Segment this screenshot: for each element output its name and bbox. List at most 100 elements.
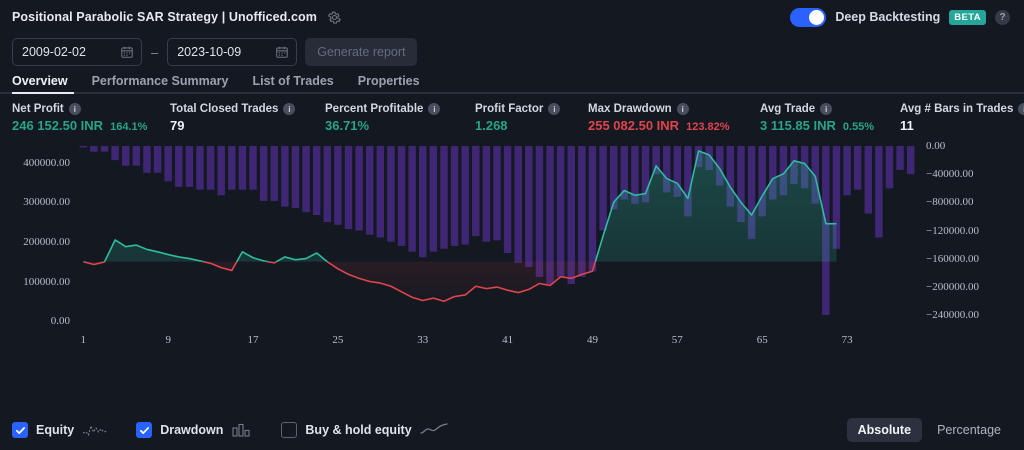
start-date-input[interactable]: 2009-02-02 bbox=[12, 38, 142, 66]
metric-label: Profit Factor bbox=[475, 103, 544, 115]
info-icon[interactable]: i bbox=[548, 103, 561, 115]
drawdown-bar bbox=[376, 146, 385, 238]
info-icon[interactable]: i bbox=[1018, 103, 1024, 115]
equity-sparkline-icon bbox=[83, 424, 108, 437]
drawdown-bar bbox=[122, 146, 130, 166]
date-range-row: 2009-02-02 – 2023-10-09 Generate report bbox=[0, 34, 1024, 66]
tab-properties[interactable]: Properties bbox=[357, 74, 420, 88]
right-axis-tick: −40000.00 bbox=[926, 168, 974, 181]
drawdown-bar bbox=[323, 146, 331, 223]
calendar-icon[interactable] bbox=[120, 45, 134, 59]
x-axis-tick: 57 bbox=[671, 334, 683, 346]
drawdown-bar bbox=[164, 146, 172, 182]
drawdown-bar bbox=[100, 146, 109, 152]
drawdown-bar bbox=[206, 146, 215, 190]
metrics-row: Net Profit i 246 152.50 INR 164.1% Total Clo… bbox=[0, 94, 1024, 133]
scale-percentage-button[interactable]: Percentage bbox=[926, 418, 1012, 442]
end-date-input[interactable]: 2023-10-09 bbox=[167, 38, 298, 66]
chart-svg bbox=[79, 146, 915, 315]
drawdown-bar bbox=[291, 146, 300, 208]
metric-percent: 123.82% bbox=[686, 121, 730, 133]
drawdown-bar bbox=[811, 146, 819, 204]
check-icon bbox=[139, 426, 149, 434]
x-axis-tick: 25 bbox=[332, 334, 344, 346]
equity-checkbox[interactable] bbox=[12, 422, 28, 438]
metric-value: 255 082.50 INR bbox=[588, 118, 680, 133]
deep-backtesting-toggle[interactable] bbox=[790, 7, 827, 27]
drawdown-bar bbox=[196, 146, 204, 190]
x-axis: 1 9 17 25 33 41 49 57 65 73 bbox=[78, 329, 916, 353]
drawdown-bar bbox=[175, 146, 183, 187]
chart-options-bar: Equity Drawdown Buy & hold equity bbox=[0, 410, 1024, 450]
metric-header: Avg Trade i bbox=[760, 103, 900, 115]
drawdown-bar bbox=[79, 146, 88, 148]
info-icon[interactable]: i bbox=[676, 103, 689, 115]
drawdown-bars-icon bbox=[232, 423, 250, 437]
drawdown-bar bbox=[397, 146, 406, 246]
drawdown-bar bbox=[153, 146, 162, 173]
info-icon[interactable]: i bbox=[283, 103, 296, 115]
drawdown-bar bbox=[461, 146, 469, 245]
metric-header: Net Profit i bbox=[12, 103, 170, 115]
metric-net-profit: Net Profit i 246 152.50 INR 164.1% bbox=[12, 103, 170, 133]
metric-value: 36.71% bbox=[325, 118, 370, 133]
help-icon[interactable]: ? bbox=[995, 9, 1010, 25]
buy-hold-equity-checkbox[interactable] bbox=[281, 422, 298, 438]
drawdown-bar bbox=[472, 146, 480, 237]
option-buy-hold-equity[interactable]: Buy & hold equity bbox=[281, 422, 448, 438]
drawdown-bar bbox=[344, 146, 353, 230]
calendar-icon[interactable] bbox=[275, 45, 289, 59]
drawdown-bar bbox=[663, 146, 671, 193]
metric-value: 1.268 bbox=[475, 118, 508, 133]
toggle-knob bbox=[809, 9, 825, 25]
metric-label: Avg Trade bbox=[760, 103, 816, 115]
drawdown-bar bbox=[588, 146, 597, 272]
option-drawdown-label: Drawdown bbox=[160, 423, 224, 437]
drawdown-bar bbox=[249, 146, 257, 190]
info-icon[interactable]: i bbox=[68, 103, 81, 115]
option-drawdown[interactable]: Drawdown bbox=[136, 422, 253, 438]
option-equity-label: Equity bbox=[36, 423, 75, 437]
chart-plot-area[interactable] bbox=[78, 139, 916, 329]
option-equity[interactable]: Equity bbox=[12, 422, 108, 438]
equity-line-below bbox=[83, 261, 597, 303]
drawdown-bar bbox=[896, 146, 904, 170]
metric-values: 36.71% bbox=[325, 118, 475, 133]
drawdown-bar bbox=[652, 146, 660, 175]
buyhold-line-icon bbox=[420, 423, 448, 434]
right-axis-tick: −160000.00 bbox=[926, 252, 979, 265]
drawdown-bar bbox=[228, 146, 236, 190]
metric-values: 246 152.50 INR 164.1% bbox=[12, 118, 170, 133]
drawdown-bar bbox=[387, 146, 395, 242]
x-axis-tick: 33 bbox=[417, 334, 429, 346]
left-axis-tick: 300000.00 bbox=[23, 196, 70, 209]
drawdown-bar bbox=[440, 146, 448, 249]
right-axis-tick: −120000.00 bbox=[926, 224, 979, 237]
info-icon[interactable]: i bbox=[820, 103, 833, 115]
drawdown-checkbox[interactable] bbox=[136, 422, 153, 438]
metric-header: Percent Profitable i bbox=[325, 103, 475, 115]
generate-report-button[interactable]: Generate report bbox=[305, 38, 418, 66]
drawdown-bar bbox=[366, 146, 374, 235]
scale-toggle-group: Absolute Percentage bbox=[846, 418, 1012, 442]
drawdown-bar bbox=[355, 146, 363, 231]
drawdown-bar bbox=[450, 146, 459, 246]
drawdown-bar bbox=[408, 146, 416, 252]
metric-header: Total Closed Trades i bbox=[170, 103, 325, 115]
metric-header: Profit Factor i bbox=[475, 103, 588, 115]
metric-header: Max Drawdown i bbox=[588, 103, 760, 115]
gear-icon[interactable] bbox=[327, 10, 342, 25]
drawdown-bar bbox=[673, 146, 682, 197]
tab-performance-summary[interactable]: Performance Summary bbox=[91, 74, 229, 88]
left-axis-tick: 200000.00 bbox=[23, 235, 70, 248]
drawdown-bar bbox=[631, 146, 639, 204]
drawdown-bar bbox=[302, 146, 310, 213]
info-icon[interactable]: i bbox=[428, 103, 441, 115]
metric-value: 79 bbox=[170, 118, 185, 133]
option-buy-hold-equity-label: Buy & hold equity bbox=[305, 423, 412, 437]
scale-absolute-button[interactable]: Absolute bbox=[846, 418, 923, 442]
tab-bar: Overview Performance Summary List of Trade… bbox=[0, 66, 1024, 94]
tab-list-of-trades[interactable]: List of Trades bbox=[252, 74, 334, 88]
tab-overview[interactable]: Overview bbox=[12, 74, 68, 88]
check-icon bbox=[15, 426, 25, 434]
